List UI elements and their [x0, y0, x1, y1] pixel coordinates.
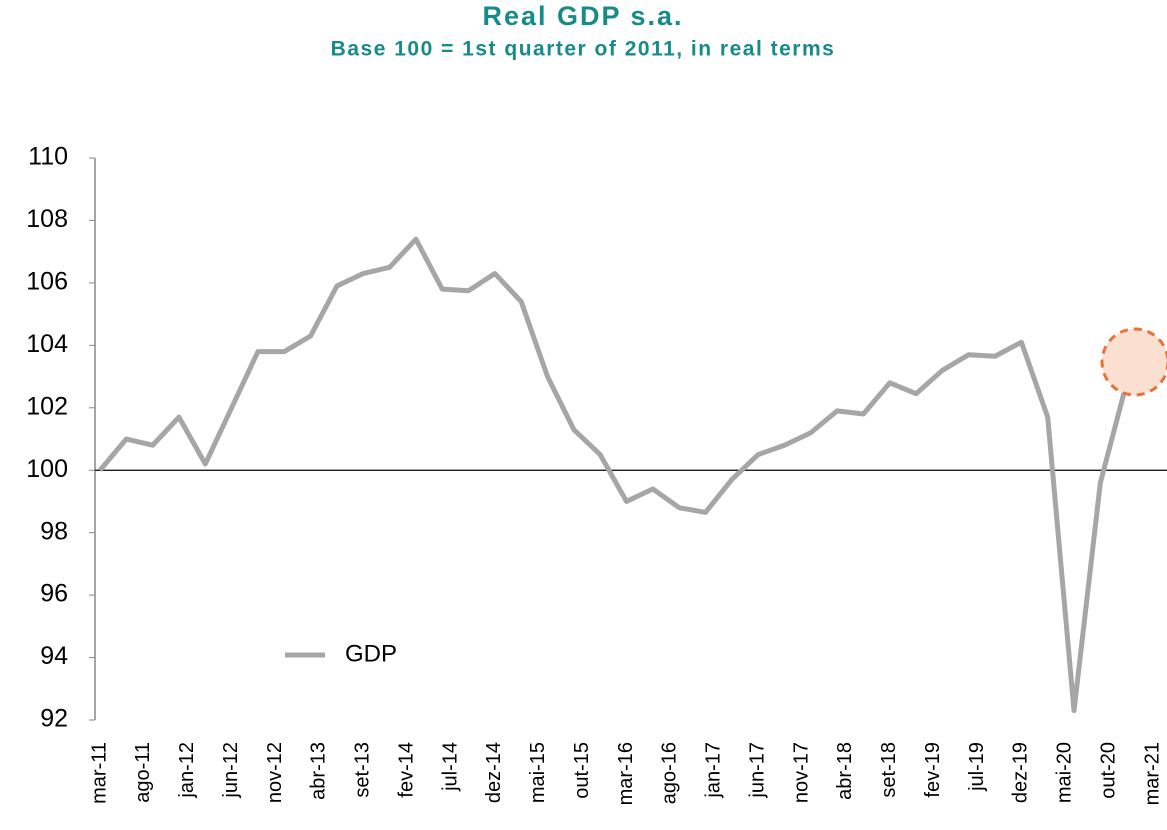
y-tick-label: 110: [28, 143, 68, 171]
x-tick-label: set-13: [352, 742, 374, 798]
y-tick-label: 100: [26, 455, 68, 483]
y-tick-label: 108: [26, 205, 68, 233]
x-tick-label: set-18: [878, 742, 900, 798]
x-tick-label: out-15: [571, 742, 593, 799]
x-tick-label: jan-12: [176, 742, 198, 799]
y-tick-label: 104: [26, 330, 68, 358]
y-tick-label: 94: [40, 642, 68, 670]
x-tick-label: jul-19: [966, 742, 988, 792]
data-line: [98, 236, 1156, 714]
x-tick-label: mai-15: [527, 742, 549, 803]
x-tick-label: abr-18: [834, 742, 856, 800]
y-tick-label: 102: [26, 392, 68, 420]
legend-label: GDP: [345, 640, 397, 667]
x-tick-label: ago-16: [659, 742, 681, 804]
x-tick-label: out-20: [1097, 742, 1119, 799]
x-tick-label: jun-12: [220, 742, 242, 799]
y-tick-label: 92: [40, 705, 68, 733]
y-tick-label: 98: [40, 517, 68, 545]
y-tick-label: 96: [40, 580, 68, 608]
x-tick-label: ago-11: [132, 742, 154, 803]
x-tick-label: fev-19: [922, 742, 944, 798]
x-tick-label: jul-14: [439, 742, 461, 792]
x-tick-label: nov-12: [264, 742, 286, 803]
x-tick-label: dez-19: [1010, 742, 1032, 803]
x-tick-label: dez-14: [483, 742, 505, 803]
x-tick-label: fev-14: [395, 742, 417, 798]
x-tick-label: jan-17: [703, 742, 725, 799]
x-tick-label: mai-20: [1054, 742, 1076, 803]
x-tick-label: mar-16: [615, 742, 637, 805]
x-tick-label: nov-17: [790, 742, 812, 803]
highlight-circle: [1100, 327, 1167, 397]
x-tick-label: jun-17: [746, 742, 768, 799]
y-tick-label: 106: [26, 267, 68, 295]
x-tick-label: mar-11: [88, 742, 110, 804]
chart-subtitle: Base 100 = 1st quarter of 2011, in real …: [331, 38, 836, 61]
chart-title: Real GDP s.a.: [482, 1, 683, 31]
x-tick-label: mar-21: [1141, 742, 1163, 805]
x-tick-label: abr-13: [308, 742, 330, 800]
